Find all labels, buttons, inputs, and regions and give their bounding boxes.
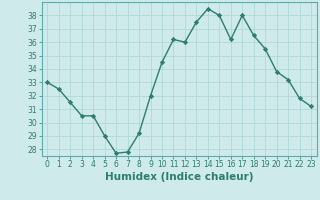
X-axis label: Humidex (Indice chaleur): Humidex (Indice chaleur): [105, 172, 253, 182]
